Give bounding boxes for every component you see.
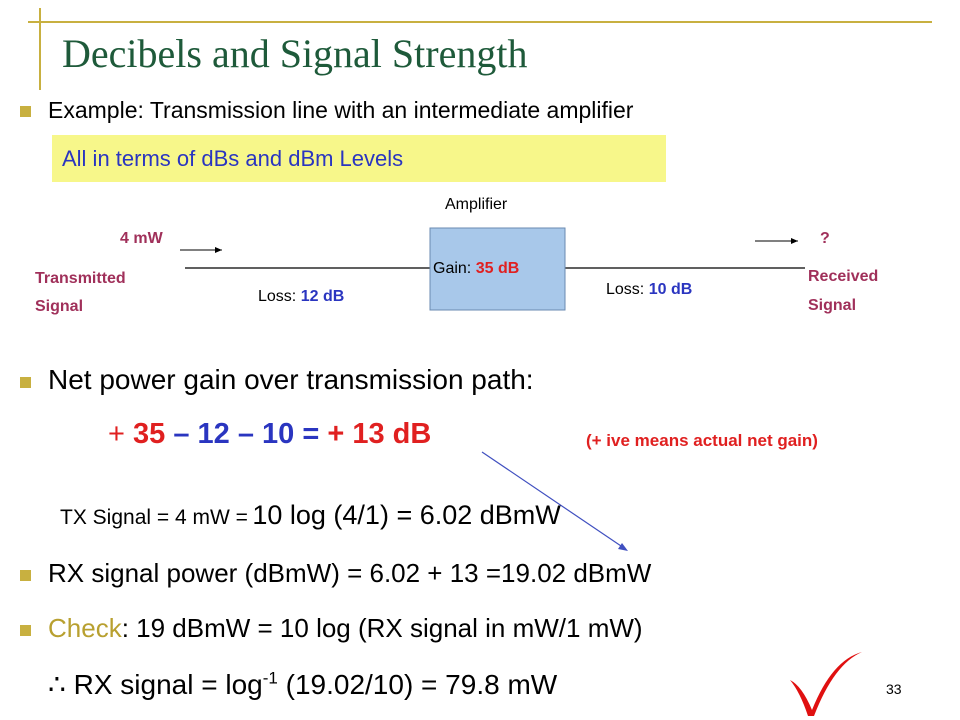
loss1: Loss: 12 dB (258, 288, 344, 306)
example: Example: Transmission line with an inter… (48, 97, 634, 123)
check-word: Check (48, 613, 122, 643)
note: (+ ive means actual net gain) (586, 431, 818, 450)
loss-value: 10 dB (648, 281, 693, 298)
tx-rest: 10 log (4/1) = 6.02 dBmW (252, 500, 561, 530)
therefore-line: ∴ RX signal = log-1 (19.02/10) = 79.8 mW (48, 668, 557, 701)
therefore-text: RX signal = log (73, 669, 263, 700)
title: Decibels and Signal Strength (62, 31, 528, 76)
bullet (20, 570, 31, 581)
rx-line: RX signal power (dBmW) = 6.02 + 13 =19.0… (48, 558, 652, 588)
loss-value: 12 dB (300, 288, 345, 305)
equation: + 35 – 12 – 10 = + 13 dB (108, 418, 431, 451)
transmitted: Transmitted (35, 270, 126, 287)
transmitted: Signal (35, 298, 84, 315)
check-line: Check: 19 dBmW = 10 log (RX signal in mW… (48, 613, 643, 644)
gain-label: Gain: (433, 260, 472, 277)
gain: 35 (133, 418, 166, 450)
tx-prefix: TX Signal = 4 mW = (60, 506, 248, 529)
net-gain-heading: Net power gain over transmission path: (48, 364, 534, 395)
result: + 13 dB (327, 418, 432, 450)
sup: -1 (262, 668, 278, 688)
received: Received (808, 268, 879, 285)
bullet (20, 625, 31, 636)
therefore-rest: (19.02/10) = 79.8 mW (277, 669, 558, 700)
therefore: ∴ (48, 669, 66, 700)
received: Signal (808, 297, 857, 314)
loss-label: Loss: (258, 288, 297, 305)
page-number: 33 (886, 681, 902, 697)
tx-line: TX Signal = 4 mW = 10 log (4/1) = 6.02 d… (60, 500, 561, 531)
loss2: Loss: 10 dB (606, 281, 692, 299)
highlight: All in terms of dBs and dBm Levels (62, 146, 404, 171)
gain: Gain: 35 dB (433, 260, 519, 278)
loss-label: Loss: (606, 281, 645, 298)
check-rest: : 19 dBmW = 10 log (RX signal in mW/1 mW… (121, 613, 643, 643)
bullet (20, 106, 31, 117)
input-power: 4 mW (120, 230, 163, 247)
bullet (20, 377, 31, 388)
plus: + (108, 418, 125, 450)
amplifier-caption: Amplifier (445, 196, 508, 213)
losses: – 12 – 10 = (173, 418, 320, 450)
gain-value: 35 dB (475, 260, 520, 277)
output-power: ? (820, 230, 830, 247)
